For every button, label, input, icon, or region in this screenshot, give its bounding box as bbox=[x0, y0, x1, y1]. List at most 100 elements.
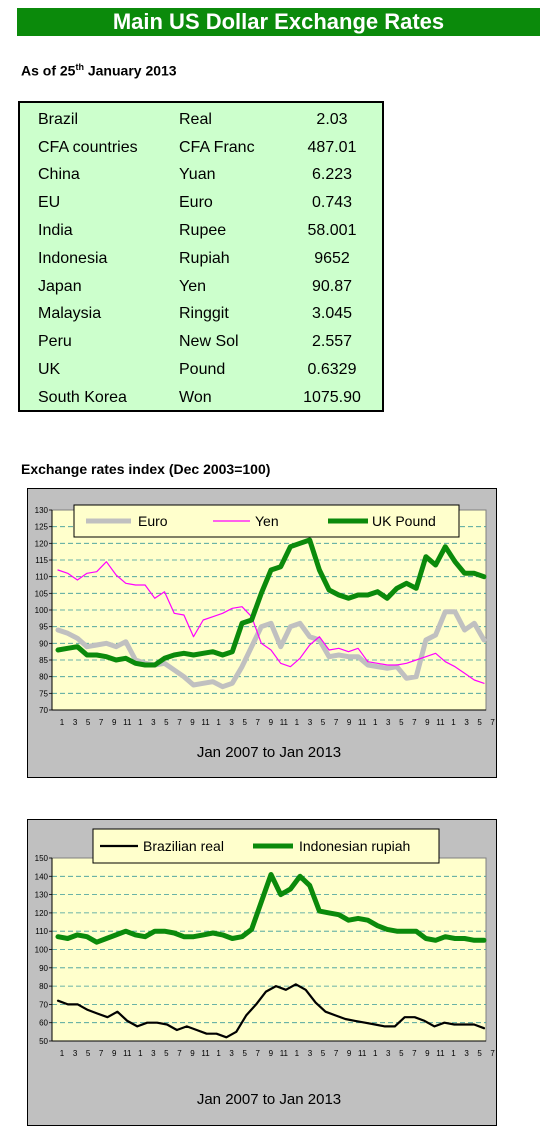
y-tick-label: 100 bbox=[35, 946, 49, 955]
country-cell: Peru bbox=[38, 333, 72, 351]
table-row: India Rupee 58.001 bbox=[38, 217, 372, 245]
x-tick-label: 9 bbox=[190, 718, 195, 727]
y-tick-label: 110 bbox=[35, 573, 48, 582]
x-tick-label: 7 bbox=[490, 1049, 495, 1058]
as-of-prefix: As of 25 bbox=[21, 62, 76, 79]
y-tick-label: 75 bbox=[39, 689, 48, 698]
x-tick-label: 9 bbox=[425, 1049, 430, 1058]
x-tick-label: 7 bbox=[177, 718, 182, 727]
y-tick-label: 120 bbox=[35, 909, 49, 918]
y-tick-label: 115 bbox=[35, 556, 48, 565]
x-tick-label: 7 bbox=[256, 1049, 261, 1058]
as-of-suffix: January 2013 bbox=[83, 62, 177, 79]
x-tick-label: 5 bbox=[242, 718, 247, 727]
series-line-0 bbox=[56, 983, 486, 1039]
rate-value-cell: 0.6329 bbox=[307, 361, 357, 379]
y-tick-label: 80 bbox=[39, 982, 48, 991]
x-tick-label: 1 bbox=[216, 718, 221, 727]
x-tick-label: 1 bbox=[60, 718, 65, 727]
country-cell: EU bbox=[38, 194, 61, 212]
table-row: Peru New Sol 2.557 bbox=[38, 328, 372, 356]
y-tick-label: 60 bbox=[39, 1019, 48, 1028]
x-tick-label: 3 bbox=[308, 1049, 313, 1058]
x-tick-label: 7 bbox=[412, 1049, 417, 1058]
x-tick-label: 11 bbox=[123, 1049, 132, 1058]
x-tick-label: 1 bbox=[60, 1049, 65, 1058]
currency-cell: Won bbox=[179, 388, 212, 406]
x-tick-label: 3 bbox=[73, 718, 78, 727]
table-row: South Korea Won 1075.90 bbox=[38, 384, 372, 412]
x-tick-label: 1 bbox=[138, 1049, 143, 1058]
x-tick-label: 3 bbox=[73, 1049, 78, 1058]
rate-value-cell: 2.557 bbox=[311, 333, 353, 351]
table-row: UK Pound 0.6329 bbox=[38, 356, 372, 384]
as-of-sup: th bbox=[75, 62, 84, 72]
country-cell: CFA countries bbox=[38, 138, 138, 156]
legend-label: Brazilian real bbox=[143, 838, 224, 854]
x-tick-label: 1 bbox=[451, 718, 456, 727]
x-tick-label: 1 bbox=[295, 1049, 300, 1058]
table-row: EU Euro 0.743 bbox=[38, 189, 372, 217]
x-tick-label: 5 bbox=[477, 718, 482, 727]
y-tick-label: 130 bbox=[35, 506, 49, 515]
x-tick-label: 5 bbox=[86, 1049, 91, 1058]
currency-cell: Pound bbox=[179, 361, 226, 379]
rate-value-cell: 1075.90 bbox=[303, 388, 361, 406]
table-row: Indonesia Rupiah 9652 bbox=[38, 245, 372, 273]
x-tick-label: 9 bbox=[347, 1049, 352, 1058]
x-tick-label: 9 bbox=[112, 718, 117, 727]
y-tick-label: 125 bbox=[35, 523, 49, 532]
y-tick-label: 110 bbox=[35, 927, 48, 936]
x-tick-label: 5 bbox=[164, 1049, 169, 1058]
x-tick-label: 3 bbox=[464, 718, 469, 727]
currency-cell: Rupee bbox=[179, 222, 227, 240]
country-cell: Brazil bbox=[38, 110, 79, 128]
country-cell: Indonesia bbox=[38, 249, 108, 267]
y-tick-label: 100 bbox=[35, 606, 49, 615]
x-tick-label: 3 bbox=[151, 718, 156, 727]
y-tick-label: 120 bbox=[35, 539, 49, 548]
table-row: China Yuan 6.223 bbox=[38, 162, 372, 190]
x-tick-label: 1 bbox=[216, 1049, 221, 1058]
x-tick-label: 5 bbox=[242, 1049, 247, 1058]
currency-cell: CFA Franc bbox=[179, 138, 255, 156]
rate-value-cell: 6.223 bbox=[311, 166, 353, 184]
real-rupiah-chart: 50 60 70 80 90 100 110 120 130 140 150 1 3 5 7 9 11 1 3 5 7 9… bbox=[27, 819, 497, 1126]
table-row: Japan Yen 90.87 bbox=[38, 273, 372, 301]
page-title: Main US Dollar Exchange Rates bbox=[17, 8, 540, 36]
rate-value-cell: 3.045 bbox=[311, 305, 353, 323]
y-tick-label: 90 bbox=[39, 964, 48, 973]
series-line-2 bbox=[55, 537, 487, 668]
x-tick-label: 7 bbox=[490, 718, 495, 727]
rate-value-cell: 0.743 bbox=[311, 194, 353, 212]
y-tick-label: 95 bbox=[39, 623, 48, 632]
x-tick-label: 11 bbox=[436, 1049, 445, 1058]
table-row: CFA countries CFA Franc 487.01 bbox=[38, 134, 372, 162]
x-tick-label: 7 bbox=[99, 1049, 104, 1058]
exchange-rates-table: Brazil Real 2.03 CFA countries CFA Franc 487.… bbox=[18, 101, 384, 412]
x-tick-label: 5 bbox=[477, 1049, 482, 1058]
currency-cell: Euro bbox=[179, 194, 213, 212]
country-cell: China bbox=[38, 166, 80, 184]
rates-table-body: Brazil Real 2.03 CFA countries CFA Franc 487.… bbox=[38, 106, 372, 412]
y-tick-label: 150 bbox=[35, 854, 49, 863]
rate-value-cell: 2.03 bbox=[316, 110, 348, 128]
legend bbox=[73, 504, 460, 538]
rate-value-cell: 9652 bbox=[314, 249, 350, 267]
y-tick-label: 70 bbox=[39, 1000, 48, 1009]
x-tick-label: 9 bbox=[112, 1049, 117, 1058]
y-tick-label: 50 bbox=[39, 1037, 48, 1046]
x-tick-label: 11 bbox=[358, 1049, 367, 1058]
x-tick-label: 5 bbox=[321, 718, 326, 727]
x-tick-label: 11 bbox=[358, 718, 367, 727]
x-tick-label: 1 bbox=[373, 1049, 378, 1058]
legend-label: UK Pound bbox=[372, 513, 436, 529]
x-tick-label: 11 bbox=[201, 1049, 210, 1058]
x-tick-label: 3 bbox=[464, 1049, 469, 1058]
x-tick-label: 9 bbox=[347, 718, 352, 727]
x-tick-label: 7 bbox=[412, 718, 417, 727]
country-cell: South Korea bbox=[38, 388, 127, 406]
x-tick-label: 3 bbox=[386, 1049, 391, 1058]
x-tick-label: 11 bbox=[123, 718, 132, 727]
